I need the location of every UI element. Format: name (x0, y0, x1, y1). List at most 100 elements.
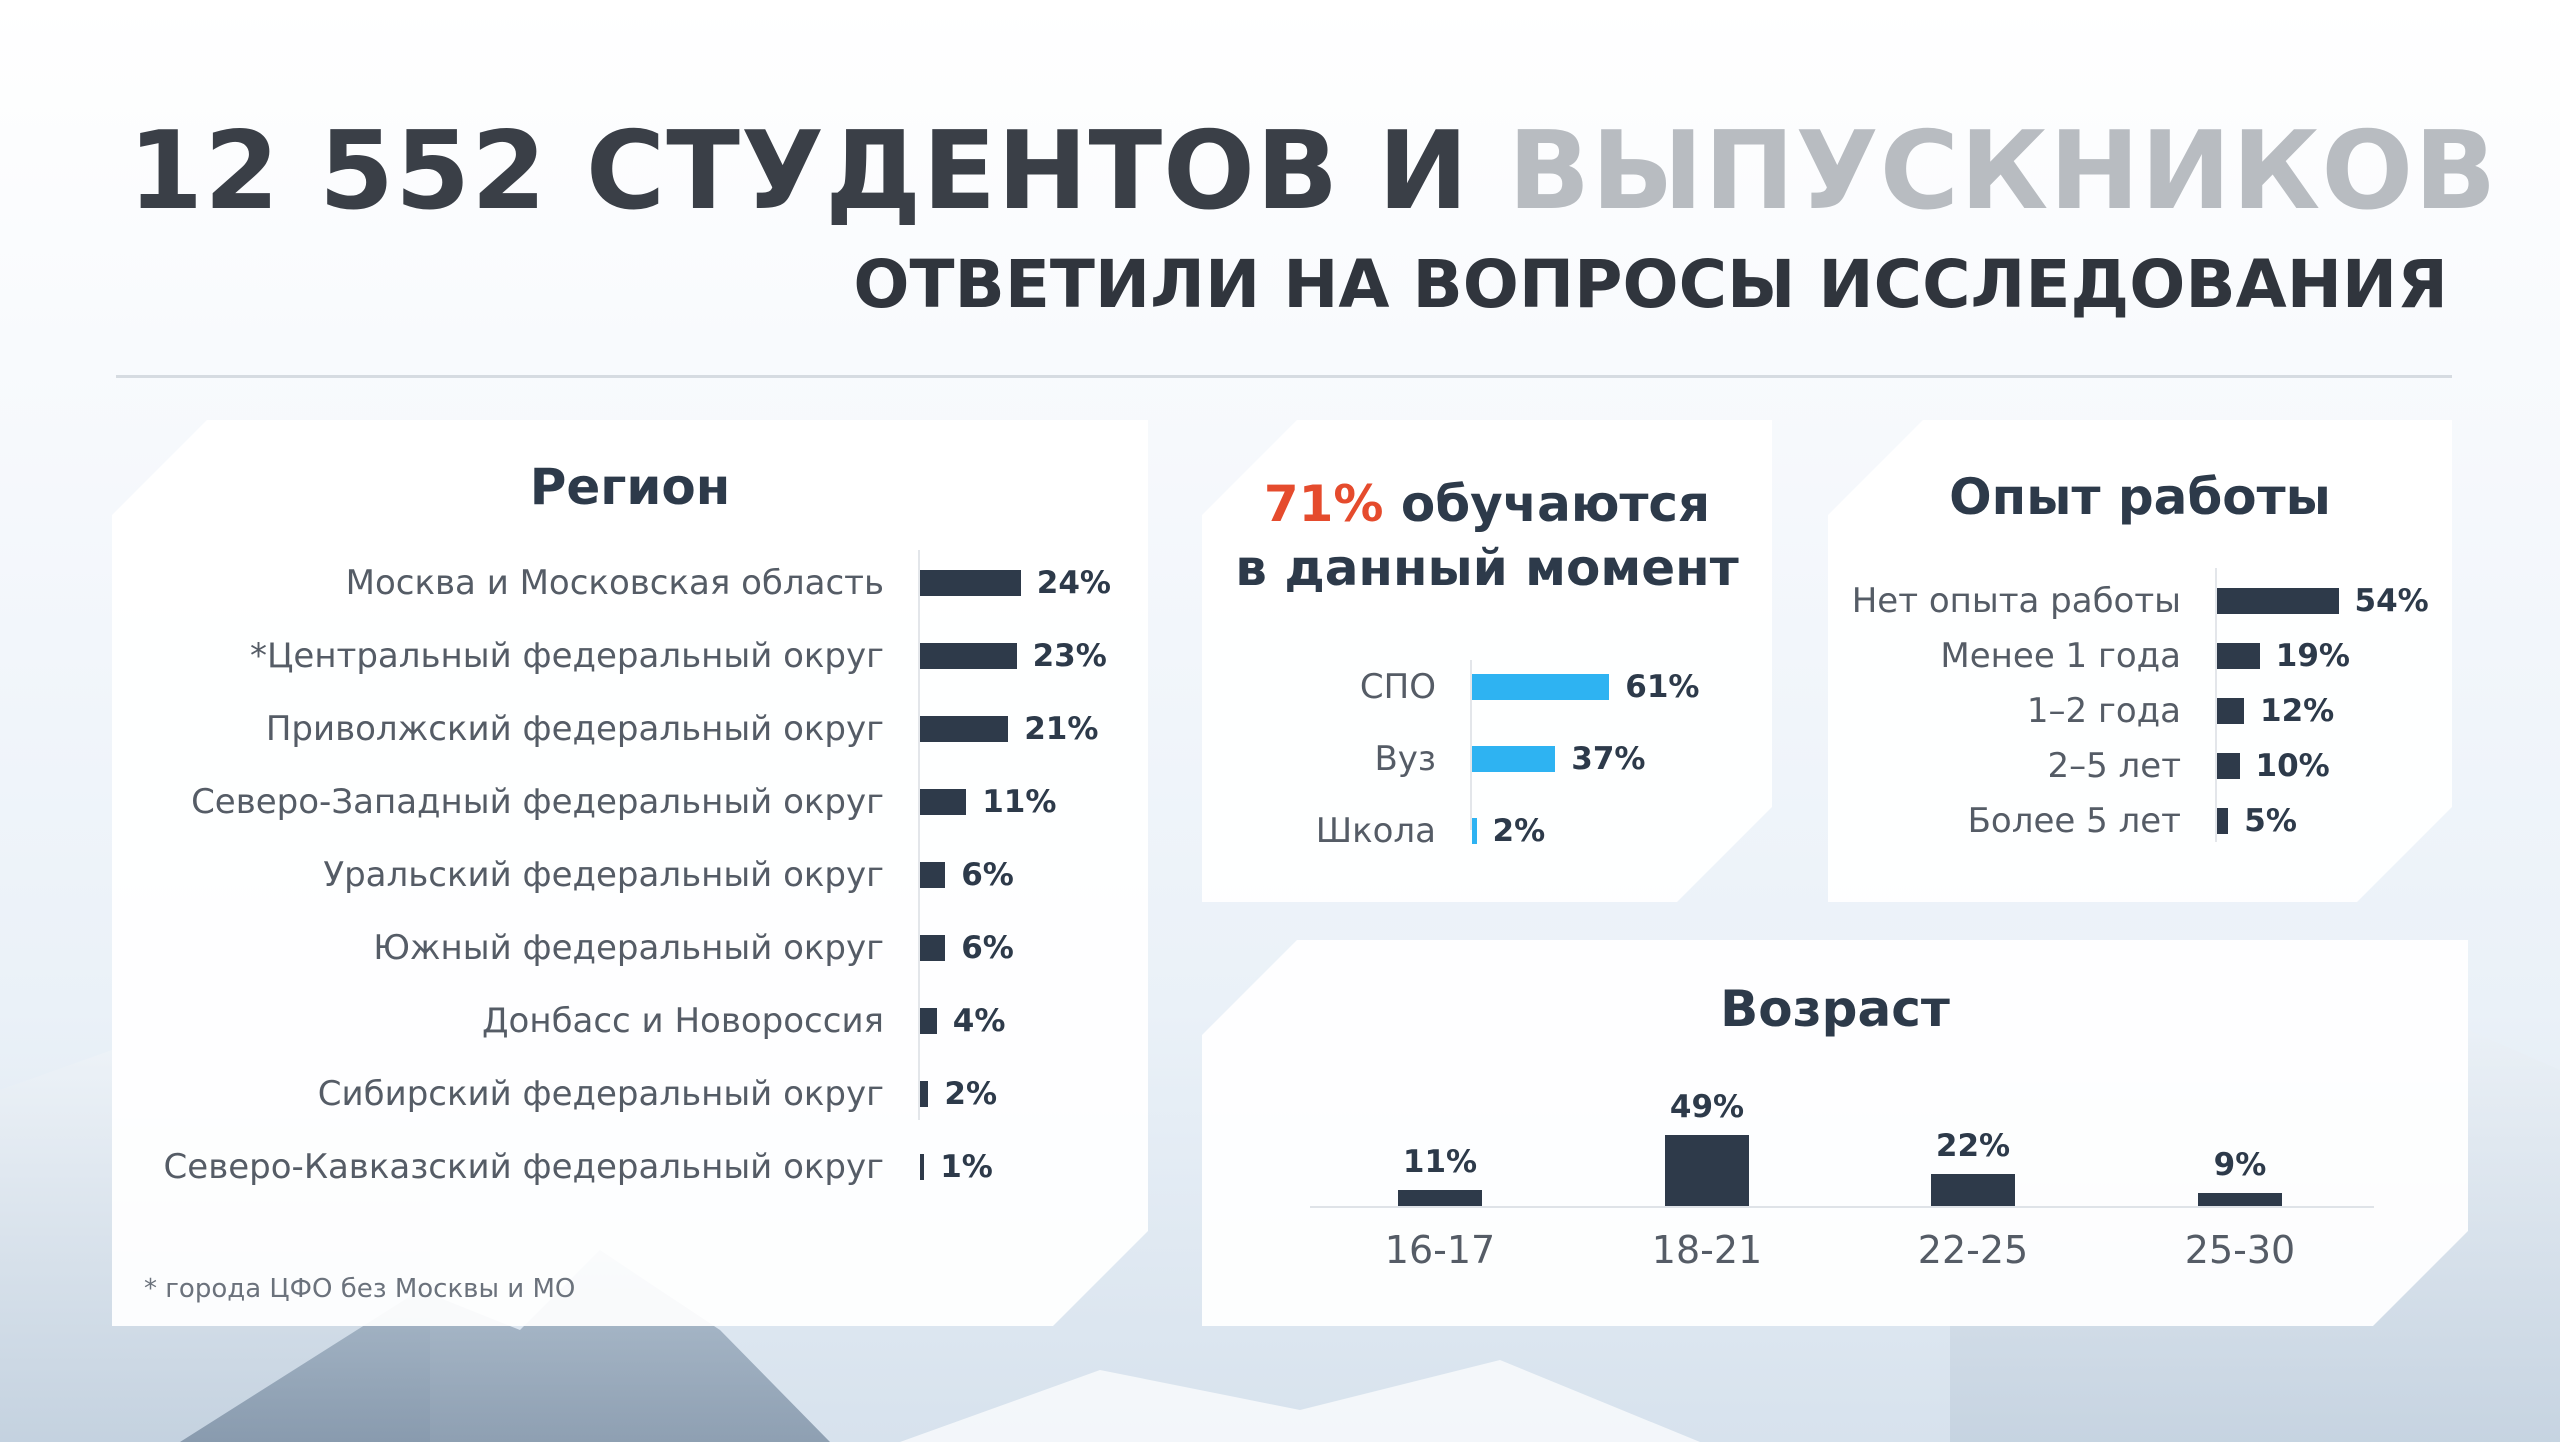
age-title: Возраст (1720, 980, 1950, 1038)
region-row: Северо-Западный федеральный округ 11% (112, 772, 1148, 832)
region-footnote: * города ЦФО без Москвы и МО (144, 1274, 576, 1304)
experience-bar (2217, 753, 2240, 779)
region-value: 1% (940, 1149, 993, 1185)
experience-row: 1–2 года 12% (1828, 681, 2452, 741)
page-subtitle: ОТВЕТИЛИ НА ВОПРОСЫ ИССЛЕДОВАНИЯ (853, 246, 2448, 323)
experience-bar (2217, 643, 2260, 669)
experience-row: Нет опыта работы 54% (1828, 571, 2452, 631)
experience-title: Опыт работы (1949, 468, 2331, 526)
experience-bar (2217, 698, 2244, 724)
region-label: Южный федеральный округ (373, 928, 884, 968)
region-row: Северо-Кавказский федеральный округ 1% (112, 1137, 1148, 1197)
experience-row: Более 5 лет 5% (1828, 791, 2452, 851)
age-card: Возраст 11% 16-17 49% 18-21 22% 22-25 9% 25-30 (1202, 940, 2468, 1326)
region-value: 23% (1032, 638, 1107, 674)
age-label: 16-17 (1384, 1228, 1496, 1272)
region-label: Северо-Кавказский федеральный округ (163, 1147, 884, 1187)
study-axis (1470, 660, 1472, 830)
study-title-rest: обучаются (1383, 475, 1711, 533)
region-value: 11% (982, 784, 1057, 820)
region-bar (920, 716, 1008, 742)
experience-card: Опыт работы Нет опыта работы 54% Менее 1 г… (1828, 420, 2452, 902)
study-row: Школа 2% (1202, 801, 1772, 861)
region-row: *Центральный федеральный округ 23% (112, 626, 1148, 686)
region-label: Сибирский федеральный округ (317, 1074, 884, 1114)
age-label: 25-30 (2184, 1228, 2296, 1272)
region-bar (920, 643, 1017, 669)
experience-label: Менее 1 года (1940, 636, 2181, 676)
age-value: 9% (2213, 1146, 2267, 1183)
title-grey: ВЫПУСКНИКОВ (1507, 109, 2498, 234)
region-bar (920, 935, 945, 961)
page-title: 12 552 СТУДЕНТОВ И ВЫПУСКНИКОВ (128, 118, 2497, 226)
study-label: Школа (1315, 811, 1436, 851)
study-row: СПО 61% (1202, 657, 1772, 717)
age-bar (1931, 1174, 2015, 1206)
study-label: СПО (1359, 667, 1436, 707)
region-bar (920, 1081, 928, 1107)
study-title-line2: в данный момент (1235, 539, 1739, 597)
region-label: *Центральный федеральный округ (250, 636, 884, 676)
region-value: 24% (1036, 565, 1111, 601)
study-card: 71% обучаются в данный момент СПО 61% Вуз 3… (1202, 420, 1772, 902)
experience-value: 19% (2275, 638, 2350, 674)
region-bar (920, 789, 966, 815)
region-value: 6% (961, 930, 1014, 966)
region-title: Регион (529, 458, 731, 516)
region-value: 4% (952, 1003, 1006, 1039)
region-row: Донбасс и Новороссия 4% (112, 991, 1148, 1051)
region-row: Уральский федеральный округ 6% (112, 845, 1148, 905)
study-label: Вуз (1374, 739, 1436, 779)
region-row: Южный федеральный округ 6% (112, 918, 1148, 978)
study-value: 37% (1571, 741, 1646, 777)
study-bar (1472, 674, 1609, 700)
experience-label: 1–2 года (2026, 691, 2181, 731)
experience-bar (2217, 588, 2339, 614)
experience-row: 2–5 лет 10% (1828, 736, 2452, 796)
study-value: 2% (1492, 813, 1546, 849)
header-divider (116, 375, 2452, 378)
age-value: 11% (1402, 1144, 1478, 1181)
age-value: 22% (1935, 1128, 2011, 1165)
age-bar (1665, 1135, 1749, 1206)
experience-value: 10% (2255, 748, 2330, 784)
region-row: Приволжский федеральный округ 21% (112, 699, 1148, 759)
study-row: Вуз 37% (1202, 729, 1772, 789)
age-label: 18-21 (1651, 1228, 1763, 1272)
age-bar (2198, 1193, 2282, 1206)
experience-label: 2–5 лет (2047, 746, 2181, 786)
study-bar (1472, 818, 1477, 844)
experience-label: Более 5 лет (1967, 801, 2181, 841)
region-bar (920, 1008, 937, 1034)
title-dark: 12 552 СТУДЕНТОВ И (128, 109, 1470, 234)
region-axis (918, 550, 920, 1120)
experience-axis (2215, 568, 2217, 842)
region-value: 6% (961, 857, 1014, 893)
age-value: 49% (1669, 1088, 1745, 1125)
region-bar (920, 570, 1021, 596)
study-bar (1472, 746, 1555, 772)
region-value: 21% (1024, 711, 1099, 747)
study-value: 61% (1625, 669, 1700, 705)
experience-value: 54% (2354, 583, 2429, 619)
study-title: 71% обучаются в данный момент (1202, 472, 1772, 600)
study-title-accent: 71% (1263, 475, 1384, 533)
experience-label: Нет опыта работы (1851, 581, 2181, 621)
region-value: 2% (944, 1076, 998, 1112)
region-bar (920, 1154, 924, 1180)
region-label: Москва и Московская область (345, 563, 884, 603)
region-label: Донбасс и Новороссия (481, 1001, 884, 1041)
experience-bar (2217, 808, 2228, 834)
age-baseline (1310, 1206, 2374, 1208)
experience-row: Менее 1 года 19% (1828, 626, 2452, 686)
age-bar (1398, 1190, 1482, 1206)
region-label: Приволжский федеральный округ (265, 709, 884, 749)
age-label: 22-25 (1917, 1228, 2029, 1272)
region-card: Регион Москва и Московская область 24% *Це… (112, 420, 1148, 1326)
region-row: Сибирский федеральный округ 2% (112, 1064, 1148, 1124)
region-row: Москва и Московская область 24% (112, 553, 1148, 613)
experience-value: 12% (2260, 693, 2335, 729)
region-label: Северо-Западный федеральный округ (191, 782, 884, 822)
region-bar (920, 862, 945, 888)
experience-value: 5% (2244, 803, 2297, 839)
